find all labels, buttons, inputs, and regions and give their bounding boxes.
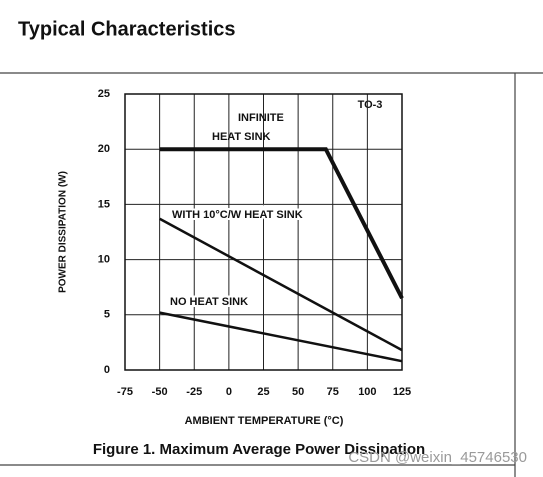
series-label: NO HEAT SINK xyxy=(170,296,248,308)
series-label: WITH 10°C/W HEAT SINK xyxy=(172,209,303,221)
x-tick-label: -75 xyxy=(117,386,133,398)
series-line xyxy=(159,311,403,363)
series-label: INFINITE xyxy=(238,112,284,124)
y-tick-label: 0 xyxy=(104,364,110,376)
section-title: Typical Characteristics xyxy=(18,18,236,40)
x-tick-label: 125 xyxy=(393,386,411,398)
y-tick-label: 20 xyxy=(98,143,110,155)
y-tick-label: 15 xyxy=(98,198,110,210)
y-tick-label: 10 xyxy=(98,254,110,266)
x-tick-label: 50 xyxy=(292,386,304,398)
x-tick-label: 100 xyxy=(358,386,376,398)
x-tick-label: 75 xyxy=(327,386,339,398)
series-line xyxy=(159,147,404,300)
x-tick-label: -25 xyxy=(186,386,202,398)
watermark: CSDN @weixin_45746530 xyxy=(348,449,527,466)
x-axis-label: AMBIENT TEMPERATURE (°C) xyxy=(185,415,344,427)
y-tick-label: 5 xyxy=(104,309,110,321)
package-label: TO-3 xyxy=(358,99,383,111)
y-tick-label: 25 xyxy=(98,88,110,100)
x-tick-label: -50 xyxy=(152,386,168,398)
series-label: HEAT SINK xyxy=(212,131,271,143)
x-tick-label: 0 xyxy=(226,386,232,398)
y-axis-label: POWER DISSIPATION (W) xyxy=(58,171,69,293)
series-line xyxy=(159,217,403,352)
x-tick-label: 25 xyxy=(257,386,269,398)
plot-frame xyxy=(124,93,403,371)
figure-caption: Figure 1. Maximum Average Power Dissipat… xyxy=(93,441,425,458)
